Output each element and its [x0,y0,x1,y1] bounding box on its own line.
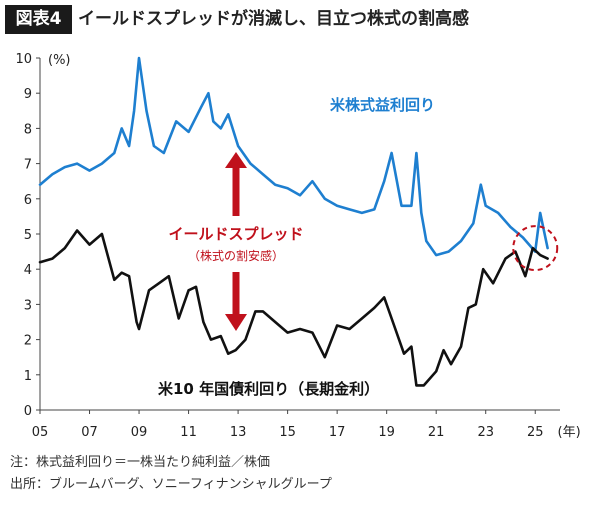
y-tick-label: 6 [24,193,32,208]
convergence-circle [512,225,559,272]
notes: 注：株式益利回り＝一株当たり純利益／株価 出所：ブルームバーグ、ソニーフィナンシ… [10,452,332,496]
series-label-earnings-yield: 米株式益利回り [330,96,435,114]
y-tick-label: 2 [24,334,32,349]
y-axis-unit: (%) [48,53,71,68]
earnings-yield-line [38,56,549,257]
y-tick-label: 9 [24,87,32,102]
x-tick-label: 21 [428,425,445,440]
x-tick-label: 07 [81,425,98,440]
series-layer [38,56,549,387]
chart-title: イールドスプレッドが消滅し、目立つ株式の割高感 [78,9,469,29]
x-tick-label: 19 [378,425,395,440]
x-tick-label: 15 [279,425,296,440]
x-tick-label: 13 [230,425,247,440]
treasury-yield-line [38,229,549,387]
y-tick-label: 7 [24,158,32,173]
y-tick-label: 1 [24,369,32,384]
x-axis-unit: (年) [558,425,581,440]
x-tick-label: 05 [32,425,49,440]
spread-arrow-up-head [225,152,247,168]
x-tick-label: 23 [477,425,494,440]
spread-label: イールドスプレッド [168,225,303,243]
y-tick-label: 5 [24,228,32,243]
x-tick-label: 17 [329,425,346,440]
spread-arrow-down-shaft [232,272,240,316]
y-tick-label: 0 [24,404,32,419]
y-tick-label: 8 [24,122,32,137]
note-text: 注：株式益利回り＝一株当たり純利益／株価 [10,455,271,470]
y-tick-label: 4 [24,263,32,278]
spread-arrow-down-head [225,314,247,331]
figure-badge: 図表4 [5,5,72,34]
source-text: 出所：ブルームバーグ、ソニーフィナンシャルグループ [10,477,332,492]
y-tick-label: 3 [24,298,32,313]
spread-arrow-up-shaft [232,166,240,216]
x-tick-label: 11 [180,425,197,440]
header: 図表4 イールドスプレッドが消滅し、目立つ株式の割高感 [0,0,600,40]
y-tick-label: 10 [15,52,32,67]
x-tick-label: 25 [527,425,544,440]
spread-sublabel: （株式の割安感） [188,248,284,263]
series-label-treasury-yield: 米10 年国債利回り（長期金利） [158,380,379,398]
x-tick-label: 09 [131,425,148,440]
